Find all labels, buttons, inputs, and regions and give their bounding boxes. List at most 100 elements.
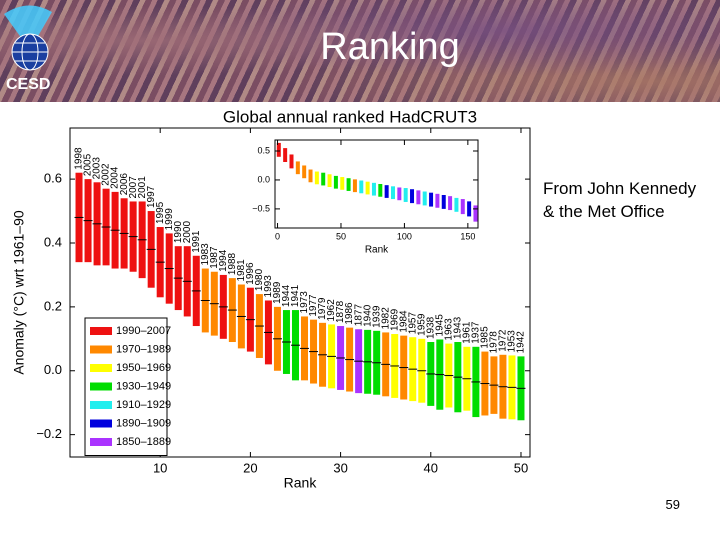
range-bar xyxy=(460,199,465,215)
legend-label: 1850–1889 xyxy=(116,436,171,448)
range-bar xyxy=(340,177,345,190)
range-bar xyxy=(467,201,472,217)
y-tick-label: −0.2 xyxy=(36,426,62,441)
x-tick-label: 100 xyxy=(397,231,412,241)
year-label: 2004 xyxy=(110,166,121,189)
year-label: 1999 xyxy=(164,208,175,231)
range-bar xyxy=(352,179,357,193)
year-label: 1996 xyxy=(245,262,256,285)
source-note: From John Kennedy & the Met Office xyxy=(543,179,697,221)
y-tick-label: 0.5 xyxy=(257,145,270,155)
range-bar xyxy=(359,180,364,194)
year-label: 1969 xyxy=(389,308,400,331)
y-tick-label: −0.5 xyxy=(252,203,270,213)
x-axis-label: Rank xyxy=(284,475,318,491)
range-bar xyxy=(371,182,376,196)
year-label: 1988 xyxy=(227,252,238,275)
year-label: 1995 xyxy=(155,201,166,224)
year-label: 1953 xyxy=(507,330,518,353)
range-bar xyxy=(473,205,478,222)
year-label: 1938 xyxy=(425,316,436,339)
range-bar xyxy=(295,161,300,175)
range-bar xyxy=(410,189,415,204)
plot-frame xyxy=(274,139,479,229)
range-bar xyxy=(365,181,370,195)
legend-swatch xyxy=(90,327,112,335)
year-label: 1983 xyxy=(200,243,211,266)
y-tick-label: 0.0 xyxy=(257,174,270,184)
legend-swatch xyxy=(90,364,112,372)
range-bar xyxy=(435,193,440,208)
legend-label: 1910–1929 xyxy=(116,399,171,411)
logo-globe xyxy=(4,5,52,71)
year-label: 2000 xyxy=(182,220,193,243)
range-bar xyxy=(314,171,319,185)
year-label: 1978 xyxy=(489,331,500,354)
year-label: 1957 xyxy=(407,312,418,335)
year-label: 1973 xyxy=(299,291,310,314)
legend-label: 1990–2007 xyxy=(116,325,171,337)
range-bar xyxy=(346,178,351,191)
year-label: 1942 xyxy=(516,331,527,354)
year-label: 1962 xyxy=(326,299,337,322)
legend-swatch xyxy=(90,345,112,354)
range-bar xyxy=(327,174,332,188)
range-bar xyxy=(416,190,421,205)
y-tick-label: 0.0 xyxy=(44,362,62,377)
x-tick-label: 40 xyxy=(424,460,438,475)
page-number: 59 xyxy=(665,497,680,512)
year-label: 1997 xyxy=(146,185,157,208)
year-label: 1982 xyxy=(380,307,391,330)
y-tick-label: 0.6 xyxy=(44,171,62,186)
y-tick-label: 0.2 xyxy=(44,298,62,313)
range-bar xyxy=(454,197,459,212)
legend-swatch xyxy=(90,401,112,409)
year-label: 1940 xyxy=(362,304,373,327)
range-bar xyxy=(397,187,402,201)
year-label: 1972 xyxy=(498,329,509,352)
x-axis-label: Rank xyxy=(365,245,389,256)
legend-label: 1930–1949 xyxy=(116,380,171,392)
y-tick-label: 0.4 xyxy=(44,234,62,249)
legend-swatch xyxy=(90,419,112,428)
year-label: 1961 xyxy=(462,321,473,344)
year-label: 1994 xyxy=(218,249,229,272)
legend-label: 1970–1989 xyxy=(116,343,171,355)
year-label: 1987 xyxy=(209,246,220,269)
range-bar xyxy=(448,196,453,211)
x-tick-label: 50 xyxy=(514,460,528,475)
year-label: 1977 xyxy=(308,294,319,317)
x-tick-label: 30 xyxy=(333,460,347,475)
range-bar xyxy=(276,142,281,157)
year-label: 1959 xyxy=(416,313,427,336)
range-bar xyxy=(378,184,383,197)
year-label: 2006 xyxy=(119,173,130,196)
logo-text: CESD xyxy=(6,76,51,93)
range-bar xyxy=(333,175,338,189)
year-label: 1985 xyxy=(480,326,491,349)
legend-swatch xyxy=(90,382,112,391)
range-bar xyxy=(308,169,313,183)
year-label: 1877 xyxy=(353,304,364,327)
x-tick-label: 0 xyxy=(275,231,280,241)
slide-title: Ranking xyxy=(320,26,460,68)
y-axis-label: Anomaly (°C) wrt 1961–90 xyxy=(11,210,27,375)
range-bar xyxy=(441,195,446,209)
year-label: 1986 xyxy=(344,302,355,325)
x-tick-label: 50 xyxy=(336,231,346,241)
year-label: 1993 xyxy=(263,275,274,298)
banner: CESD Ranking xyxy=(0,0,720,102)
range-bar xyxy=(429,192,434,207)
year-label: 2005 xyxy=(83,153,94,176)
year-label: 2007 xyxy=(128,176,139,199)
plot-frame xyxy=(69,127,531,458)
year-label: 1944 xyxy=(281,284,292,307)
year-label: 1939 xyxy=(371,305,382,328)
year-label: 1998 xyxy=(74,147,85,170)
range-bar xyxy=(384,185,389,198)
year-label: 1984 xyxy=(398,310,409,333)
x-tick-label: 20 xyxy=(243,460,257,475)
year-label: 2003 xyxy=(92,157,103,180)
